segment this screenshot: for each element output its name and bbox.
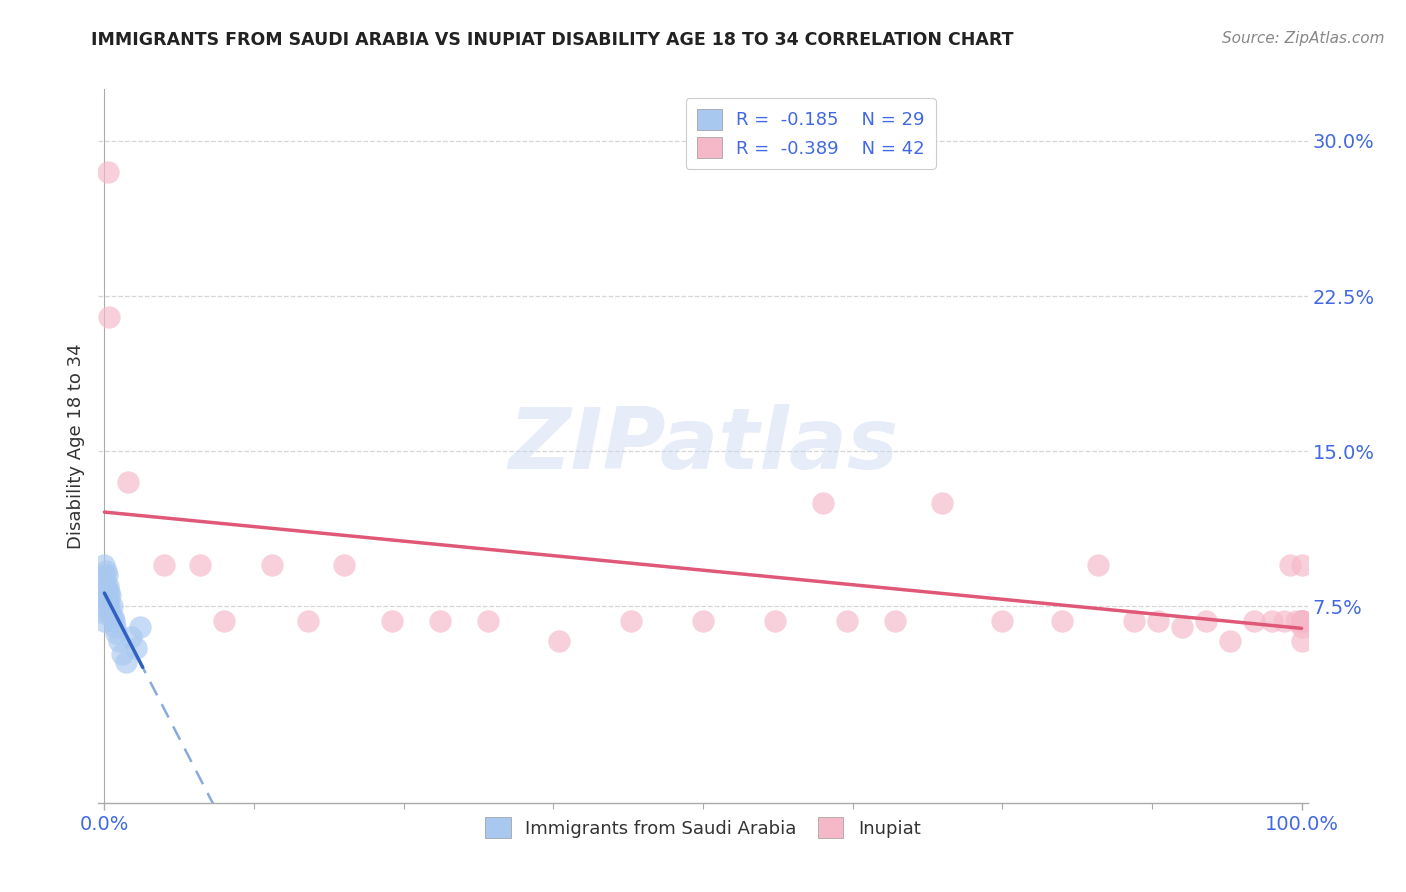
Point: [1291, 620, 1313, 634]
Point: [1123, 614, 1146, 628]
Point: [1147, 614, 1170, 628]
Point: [883, 614, 905, 628]
Point: [1291, 614, 1313, 628]
Point: [1087, 558, 1109, 572]
Point: [93, 584, 115, 599]
Point: [188, 558, 211, 572]
Point: [153, 558, 176, 572]
Point: [101, 609, 124, 624]
Point: [333, 558, 356, 572]
Point: [93, 599, 115, 614]
Point: [98, 599, 121, 614]
Point: [1284, 614, 1306, 628]
Point: [1260, 614, 1282, 628]
Point: [94, 579, 117, 593]
Point: [1050, 614, 1073, 628]
Point: [105, 626, 128, 640]
Point: [1291, 614, 1313, 628]
Point: [129, 620, 152, 634]
Point: [212, 614, 235, 628]
Point: [97, 593, 120, 607]
Point: [931, 496, 953, 510]
Point: [93, 593, 115, 607]
Point: [97, 579, 120, 593]
Point: [117, 475, 139, 490]
Point: [381, 614, 404, 628]
Point: [477, 614, 499, 628]
Point: [1291, 614, 1313, 628]
Point: [93, 614, 115, 628]
Point: [96, 568, 118, 582]
Point: [93, 558, 115, 572]
Point: [1291, 634, 1313, 648]
Point: [104, 620, 127, 634]
Point: [1291, 614, 1313, 628]
Point: [1278, 558, 1301, 572]
Point: [97, 165, 120, 179]
Point: [103, 614, 125, 628]
Point: [93, 606, 115, 620]
Point: [1195, 614, 1218, 628]
Point: [297, 614, 319, 628]
Point: [98, 310, 121, 324]
Point: [763, 614, 786, 628]
Point: [260, 558, 283, 572]
Point: [991, 614, 1014, 628]
Point: [1291, 558, 1313, 572]
Point: [692, 614, 714, 628]
Point: [120, 630, 142, 644]
Point: [93, 568, 115, 582]
Point: [548, 634, 571, 648]
Point: [811, 496, 834, 510]
Point: [835, 614, 858, 628]
Point: [1291, 614, 1313, 628]
Point: [1171, 620, 1194, 634]
Y-axis label: Disability Age 18 to 34: Disability Age 18 to 34: [66, 343, 84, 549]
Point: [96, 584, 118, 599]
Text: Source: ZipAtlas.com: Source: ZipAtlas.com: [1222, 31, 1385, 46]
Legend: Immigrants from Saudi Arabia, Inupiat: Immigrants from Saudi Arabia, Inupiat: [477, 808, 929, 847]
Point: [124, 640, 146, 655]
Point: [100, 589, 122, 603]
Point: [98, 584, 121, 599]
Point: [1243, 614, 1265, 628]
Point: [94, 564, 117, 578]
Point: [100, 606, 122, 620]
Point: [107, 634, 129, 648]
Point: [429, 614, 451, 628]
Point: [1291, 614, 1313, 628]
Point: [1219, 634, 1241, 648]
Point: [620, 614, 643, 628]
Point: [100, 599, 122, 614]
Text: IMMIGRANTS FROM SAUDI ARABIA VS INUPIAT DISABILITY AGE 18 TO 34 CORRELATION CHAR: IMMIGRANTS FROM SAUDI ARABIA VS INUPIAT …: [91, 31, 1014, 49]
Point: [111, 647, 134, 661]
Text: ZIPatlas: ZIPatlas: [508, 404, 898, 488]
Point: [115, 655, 138, 669]
Point: [93, 579, 115, 593]
Point: [1272, 614, 1295, 628]
